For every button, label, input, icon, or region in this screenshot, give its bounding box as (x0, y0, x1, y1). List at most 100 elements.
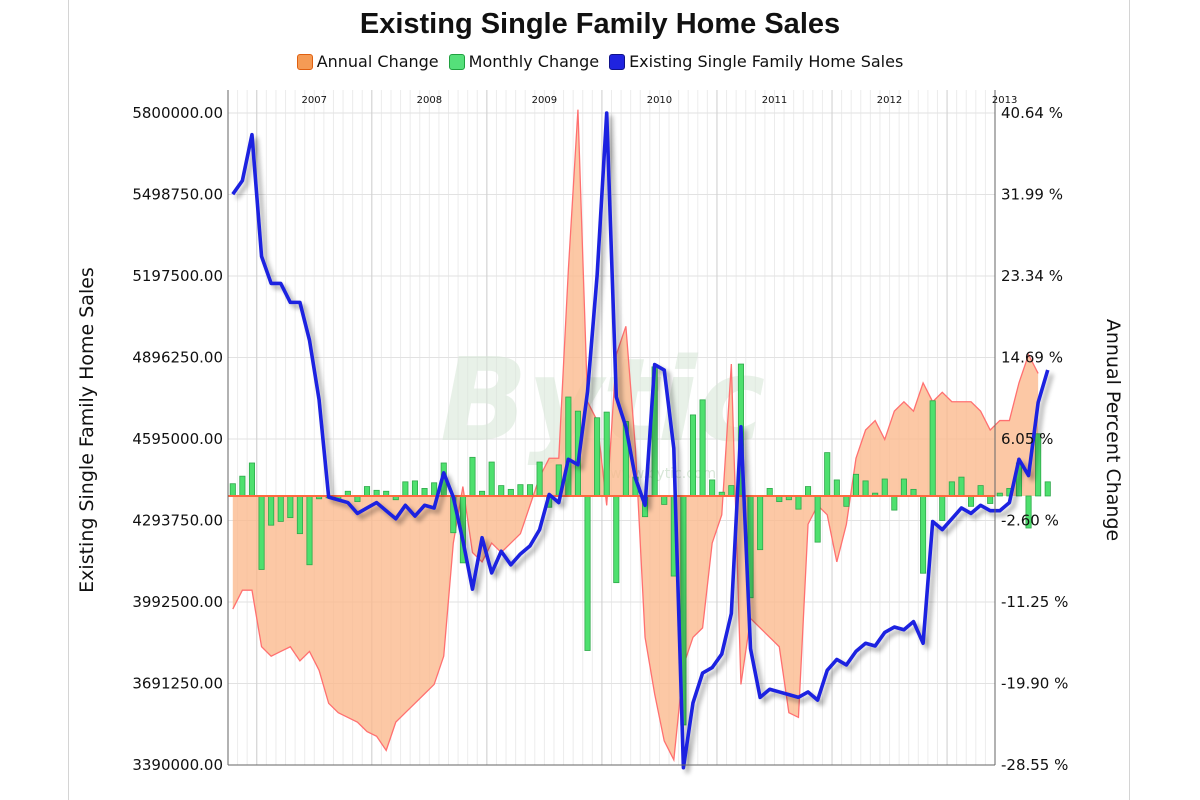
monthly-change-bar[interactable] (229, 483, 236, 497)
left-tick-label: 4896250.00 (132, 349, 223, 367)
monthly-change-bar[interactable] (843, 495, 850, 507)
monthly-change-bar[interactable] (488, 461, 495, 497)
monthly-change-bar[interactable] (920, 495, 927, 574)
monthly-change-bar[interactable] (833, 479, 840, 497)
year-label-2012: 2012 (877, 95, 902, 106)
monthly-change-bar[interactable] (498, 485, 505, 497)
monthly-change-bar[interactable] (881, 478, 888, 497)
monthly-change-bar[interactable] (996, 492, 1003, 497)
monthly-change-bar[interactable] (661, 495, 668, 505)
monthly-change-bar[interactable] (795, 495, 802, 510)
monthly-change-bar[interactable] (565, 396, 572, 497)
axes (227, 90, 996, 766)
legend-label-monthly-change: Monthly Change (468, 52, 600, 71)
right-tick-label: -11.25 % (1001, 593, 1068, 611)
left-axis-title: Existing Single Family Home Sales (76, 267, 98, 593)
left-tick-label: 3992500.00 (132, 593, 223, 611)
monthly-change-bar[interactable] (852, 473, 860, 497)
left-tick-label: 3390000.00 (132, 756, 223, 774)
monthly-change-bar[interactable] (536, 461, 543, 497)
monthly-change-bar[interactable] (814, 495, 821, 543)
legend-swatch-monthly-change (448, 53, 465, 70)
monthly-change-bar[interactable] (900, 478, 907, 497)
legend-item-monthly-change[interactable]: Monthly Change (448, 52, 600, 71)
home-sales-line[interactable] (231, 111, 1050, 770)
legend-swatch-annual-change (296, 53, 313, 70)
chart-frame (68, 0, 1130, 800)
year-label-2009: 2009 (532, 95, 557, 106)
left-tick-label: 5800000.00 (132, 104, 223, 122)
monthly-change-bar[interactable] (594, 417, 601, 497)
monthly-change-bar[interactable] (296, 495, 303, 535)
monthly-change-bar[interactable] (277, 495, 284, 522)
monthly-change-bar[interactable] (977, 485, 984, 497)
left-axis-ticks: 5800000.00 5498750.00 5197500.00 4896250.00… (132, 104, 223, 774)
monthly-change-bar[interactable] (363, 486, 371, 497)
left-tick-label: 4595000.00 (132, 430, 223, 448)
legend-item-home-sales[interactable]: Existing Single Family Home Sales (609, 52, 903, 71)
annual-change-outline (232, 109, 1039, 763)
monthly-change-bar[interactable] (469, 456, 476, 497)
monthly-change-bar[interactable] (526, 484, 534, 497)
monthly-change-bar[interactable] (987, 495, 994, 504)
monthly-change-bar[interactable] (709, 479, 716, 497)
right-tick-label: 23.34 % (1001, 267, 1063, 285)
monthly-change-bar[interactable] (939, 495, 946, 521)
monthly-change-bar[interactable] (805, 486, 812, 497)
right-tick-label: 14.69 % (1001, 349, 1063, 367)
monthly-change-bar[interactable] (958, 476, 965, 497)
monthly-change-bar[interactable] (1044, 481, 1051, 497)
right-tick-label: -28.55 % (1001, 756, 1068, 774)
right-axis-title: Annual Percent Change (1102, 319, 1124, 541)
right-tick-label: 40.64 % (1001, 104, 1063, 122)
monthly-change-bar[interactable] (948, 481, 955, 497)
monthly-change-bar[interactable] (517, 484, 524, 497)
right-tick-label: 6.05 % (1001, 430, 1053, 448)
monthly-change-bar[interactable] (287, 495, 294, 519)
year-labels: 2007 2008 2009 2010 2011 2012 2013 (302, 95, 1018, 106)
monthly-change-bar[interactable] (248, 462, 256, 497)
monthly-change-bar[interactable] (891, 495, 898, 511)
monthly-change-bar[interactable] (728, 485, 735, 497)
legend-label-home-sales: Existing Single Family Home Sales (629, 52, 904, 71)
legend: Annual Change Monthly Change Existing Si… (0, 52, 1200, 71)
monthly-change-bar[interactable] (689, 414, 697, 497)
monthly-change-bar[interactable] (268, 495, 275, 526)
legend-label-annual-change: Annual Change (316, 52, 439, 71)
left-tick-label: 5498750.00 (132, 186, 223, 204)
monthly-change-bar[interactable] (239, 475, 246, 497)
monthly-change-bar[interactable] (699, 399, 706, 497)
annual-change-area-layer (232, 109, 1039, 763)
monthly-change-bar[interactable] (431, 482, 438, 497)
monthly-change-bar[interactable] (967, 495, 975, 507)
monthly-change-bar[interactable] (929, 400, 936, 497)
right-axis-ticks: 40.64 % 31.99 % 23.34 % 14.69 % 6.05 % -2.60 … (1001, 104, 1068, 774)
monthly-change-bar[interactable] (402, 481, 409, 497)
year-label-2010: 2010 (647, 95, 672, 106)
year-label-2007: 2007 (302, 95, 327, 106)
monthly-change-bar[interactable] (757, 495, 764, 551)
left-tick-label: 5197500.00 (132, 267, 223, 285)
legend-swatch-home-sales (609, 53, 626, 70)
monthly-change-bar[interactable] (411, 480, 418, 497)
monthly-change-bar[interactable] (421, 488, 428, 497)
right-tick-label: 31.99 % (1001, 186, 1063, 204)
home-sales-line-layer (231, 111, 1050, 770)
annual-change-area (232, 109, 1039, 760)
monthly-change-bar[interactable] (258, 495, 265, 570)
monthly-change-bar[interactable] (1035, 433, 1042, 497)
year-label-2011: 2011 (762, 95, 787, 106)
year-label-2008: 2008 (417, 95, 442, 106)
monthly-change-bar[interactable] (766, 488, 773, 497)
monthly-change-bar[interactable] (613, 495, 620, 584)
right-tick-label: -2.60 % (1001, 512, 1059, 530)
monthly-change-bar[interactable] (306, 495, 313, 566)
monthly-change-bar[interactable] (862, 480, 869, 497)
monthly-change-bar[interactable] (824, 452, 831, 497)
monthly-change-bar[interactable] (1025, 495, 1032, 529)
monthly-change-bar[interactable] (584, 495, 591, 651)
monthly-change-bar[interactable] (603, 411, 610, 497)
right-tick-label: -19.90 % (1001, 675, 1068, 693)
legend-item-annual-change[interactable]: Annual Change (296, 52, 439, 71)
